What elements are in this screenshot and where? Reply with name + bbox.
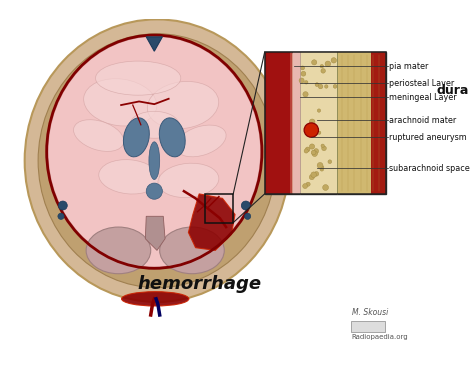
Polygon shape bbox=[146, 37, 163, 51]
Circle shape bbox=[321, 144, 324, 148]
Circle shape bbox=[325, 85, 328, 88]
Circle shape bbox=[310, 144, 315, 149]
Circle shape bbox=[318, 84, 323, 89]
Circle shape bbox=[320, 166, 324, 169]
Circle shape bbox=[306, 182, 310, 186]
Ellipse shape bbox=[86, 227, 151, 274]
Circle shape bbox=[310, 119, 315, 125]
Ellipse shape bbox=[160, 227, 224, 274]
Circle shape bbox=[333, 85, 337, 88]
Polygon shape bbox=[188, 194, 235, 250]
Ellipse shape bbox=[176, 125, 226, 157]
Bar bbox=[264, 52, 386, 194]
Circle shape bbox=[245, 213, 251, 219]
Ellipse shape bbox=[83, 79, 157, 126]
Bar bbox=[264, 52, 292, 194]
Ellipse shape bbox=[38, 34, 276, 288]
Circle shape bbox=[304, 123, 319, 137]
Polygon shape bbox=[146, 216, 165, 250]
Text: hemorrhage: hemorrhage bbox=[137, 275, 261, 293]
Circle shape bbox=[311, 150, 316, 155]
Text: meningeal Layer: meningeal Layer bbox=[389, 93, 457, 102]
Circle shape bbox=[320, 64, 324, 68]
Bar bbox=[205, 194, 233, 223]
Ellipse shape bbox=[99, 160, 160, 194]
Circle shape bbox=[320, 167, 324, 171]
Text: subarachnoid space: subarachnoid space bbox=[389, 164, 470, 173]
Circle shape bbox=[317, 109, 320, 112]
Circle shape bbox=[58, 213, 64, 219]
Ellipse shape bbox=[146, 183, 163, 199]
Ellipse shape bbox=[147, 81, 219, 129]
Ellipse shape bbox=[158, 163, 219, 198]
Ellipse shape bbox=[129, 112, 179, 138]
Bar bbox=[300, 52, 337, 194]
Text: M. Skousi: M. Skousi bbox=[352, 308, 388, 317]
Ellipse shape bbox=[25, 20, 289, 302]
Circle shape bbox=[314, 171, 319, 176]
Circle shape bbox=[315, 83, 319, 86]
Circle shape bbox=[328, 160, 332, 163]
Ellipse shape bbox=[123, 118, 149, 157]
Ellipse shape bbox=[96, 61, 181, 95]
Bar bbox=[372, 52, 386, 194]
FancyBboxPatch shape bbox=[351, 321, 385, 332]
Bar bbox=[293, 52, 300, 194]
Circle shape bbox=[311, 172, 317, 177]
Circle shape bbox=[314, 149, 319, 153]
Ellipse shape bbox=[159, 118, 185, 157]
Circle shape bbox=[301, 71, 306, 76]
Bar bbox=[337, 52, 386, 194]
Circle shape bbox=[311, 60, 317, 65]
Circle shape bbox=[331, 58, 337, 63]
Ellipse shape bbox=[121, 292, 189, 306]
Circle shape bbox=[323, 185, 328, 190]
Circle shape bbox=[317, 163, 323, 168]
Circle shape bbox=[325, 61, 331, 67]
Text: pia mater: pia mater bbox=[389, 62, 428, 71]
Ellipse shape bbox=[47, 36, 261, 268]
Bar bbox=[264, 52, 386, 194]
Circle shape bbox=[322, 146, 326, 151]
Circle shape bbox=[299, 78, 304, 83]
Circle shape bbox=[303, 92, 308, 97]
Text: ruptured aneurysm: ruptured aneurysm bbox=[389, 133, 467, 142]
Circle shape bbox=[304, 81, 308, 84]
Circle shape bbox=[302, 184, 308, 188]
Circle shape bbox=[304, 149, 308, 153]
Circle shape bbox=[321, 69, 326, 73]
Bar bbox=[290, 52, 293, 194]
Circle shape bbox=[301, 66, 305, 70]
Text: periosteal Layer: periosteal Layer bbox=[389, 79, 455, 88]
Circle shape bbox=[305, 147, 310, 152]
Text: arachnoid mater: arachnoid mater bbox=[389, 116, 456, 125]
Text: dura: dura bbox=[436, 84, 468, 97]
Circle shape bbox=[312, 151, 318, 156]
Circle shape bbox=[241, 201, 250, 210]
Ellipse shape bbox=[73, 120, 124, 151]
Circle shape bbox=[318, 131, 321, 134]
Circle shape bbox=[309, 174, 314, 180]
Circle shape bbox=[58, 201, 67, 210]
Ellipse shape bbox=[149, 142, 160, 180]
Text: Radiopaedia.org: Radiopaedia.org bbox=[352, 334, 408, 340]
